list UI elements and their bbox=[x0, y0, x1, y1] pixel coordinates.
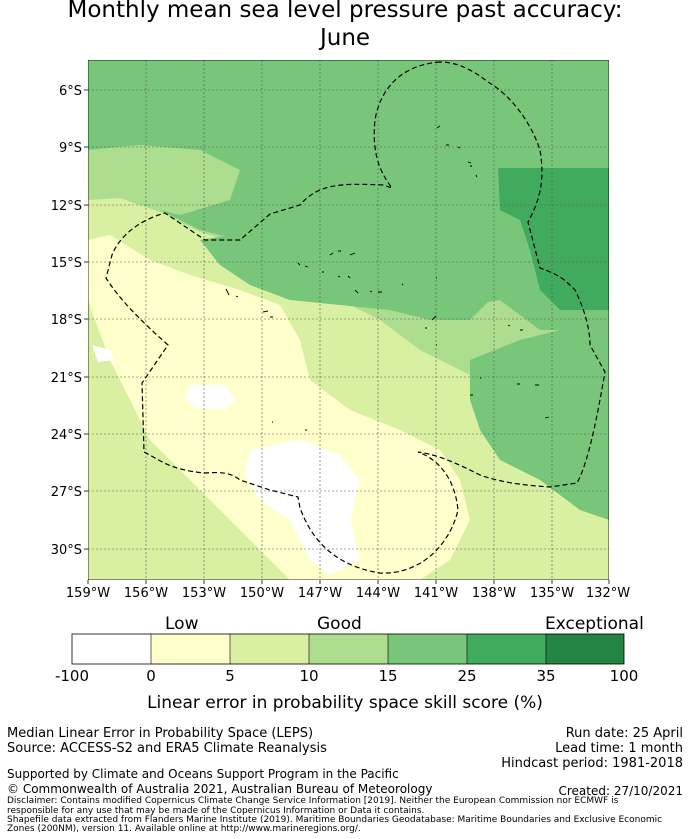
colorbar-segment bbox=[467, 634, 546, 664]
lat-tick: 12°S bbox=[51, 199, 82, 214]
colorbar-label-exceptional: Exceptional bbox=[545, 614, 644, 634]
lon-tick: 150°W bbox=[240, 586, 284, 601]
copyright-text: © Commonwealth of Australia 2021, Austra… bbox=[7, 782, 433, 796]
colorbar-tick: 25 bbox=[457, 667, 477, 685]
lat-tick: 21°S bbox=[51, 371, 82, 386]
lat-tick: 6°S bbox=[59, 84, 82, 99]
colorbar-segment bbox=[309, 634, 388, 664]
colorbar-tick: 10 bbox=[299, 667, 319, 685]
colorbar-tick: 35 bbox=[536, 667, 556, 685]
source-text: Source: ACCESS-S2 and ERA5 Climate Reana… bbox=[7, 741, 327, 756]
disclaimer-line-3: Shapefile data extracted from Flanders M… bbox=[7, 815, 663, 825]
lon-tick: 138°W bbox=[472, 586, 516, 601]
support-text: Supported by Climate and Oceans Support … bbox=[7, 767, 399, 781]
lon-tick: 147°W bbox=[298, 586, 342, 601]
colorbar-tick: 100 bbox=[609, 667, 639, 685]
lat-tick: 27°S bbox=[51, 485, 82, 500]
lat-tick: 9°S bbox=[59, 141, 82, 156]
disclaimer-line-2: responsible for any use that may be made… bbox=[7, 806, 425, 816]
colorbar-segment bbox=[230, 634, 309, 664]
lon-tick: 135°W bbox=[530, 586, 574, 601]
colorbar-segment bbox=[388, 634, 467, 664]
hindcast-period: Hindcast period: 1981-2018 bbox=[501, 756, 683, 771]
title-line-2: June bbox=[319, 25, 371, 51]
run-date: Run date: 25 April bbox=[565, 726, 683, 741]
colorbar-label-low: Low bbox=[165, 614, 199, 634]
created-date: Created: 27/10/2021 bbox=[558, 784, 683, 798]
title-line-1: Monthly mean sea level pressure past acc… bbox=[67, 0, 623, 23]
lat-tick: 18°S bbox=[51, 313, 82, 328]
lat-tick: 24°S bbox=[51, 428, 82, 443]
colorbar-tick: 15 bbox=[378, 667, 398, 685]
colorbar-axis-title: Linear error in probability space skill … bbox=[147, 693, 543, 713]
colorbar-segment bbox=[546, 634, 624, 664]
colorbar-tick: -100 bbox=[54, 667, 90, 685]
method-text: Median Linear Error in Probability Space… bbox=[7, 726, 314, 741]
colorbar bbox=[71, 633, 625, 665]
colorbar-segment bbox=[151, 634, 230, 664]
lon-tick: 141°W bbox=[414, 586, 458, 601]
lon-tick: 153°W bbox=[182, 586, 226, 601]
lead-time: Lead time: 1 month bbox=[555, 741, 683, 756]
colorbar-tick: 5 bbox=[225, 667, 235, 685]
lon-tick: 159°W bbox=[66, 586, 110, 601]
disclaimer-line-1: Disclaimer: Contains modified Copernicus… bbox=[7, 796, 619, 806]
lon-tick: 144°W bbox=[356, 586, 400, 601]
lon-tick: 132°W bbox=[586, 586, 630, 601]
map-field bbox=[88, 60, 609, 580]
lat-tick: 30°S bbox=[51, 543, 82, 558]
colorbar-label-good: Good bbox=[317, 614, 362, 634]
lat-tick: 15°S bbox=[51, 256, 82, 271]
colorbar-segment bbox=[72, 634, 151, 664]
colorbar-tick: 0 bbox=[146, 667, 156, 685]
disclaimer-line-4: Zones (200NM), version 11. Available onl… bbox=[7, 824, 361, 834]
lon-tick: 156°W bbox=[124, 586, 168, 601]
